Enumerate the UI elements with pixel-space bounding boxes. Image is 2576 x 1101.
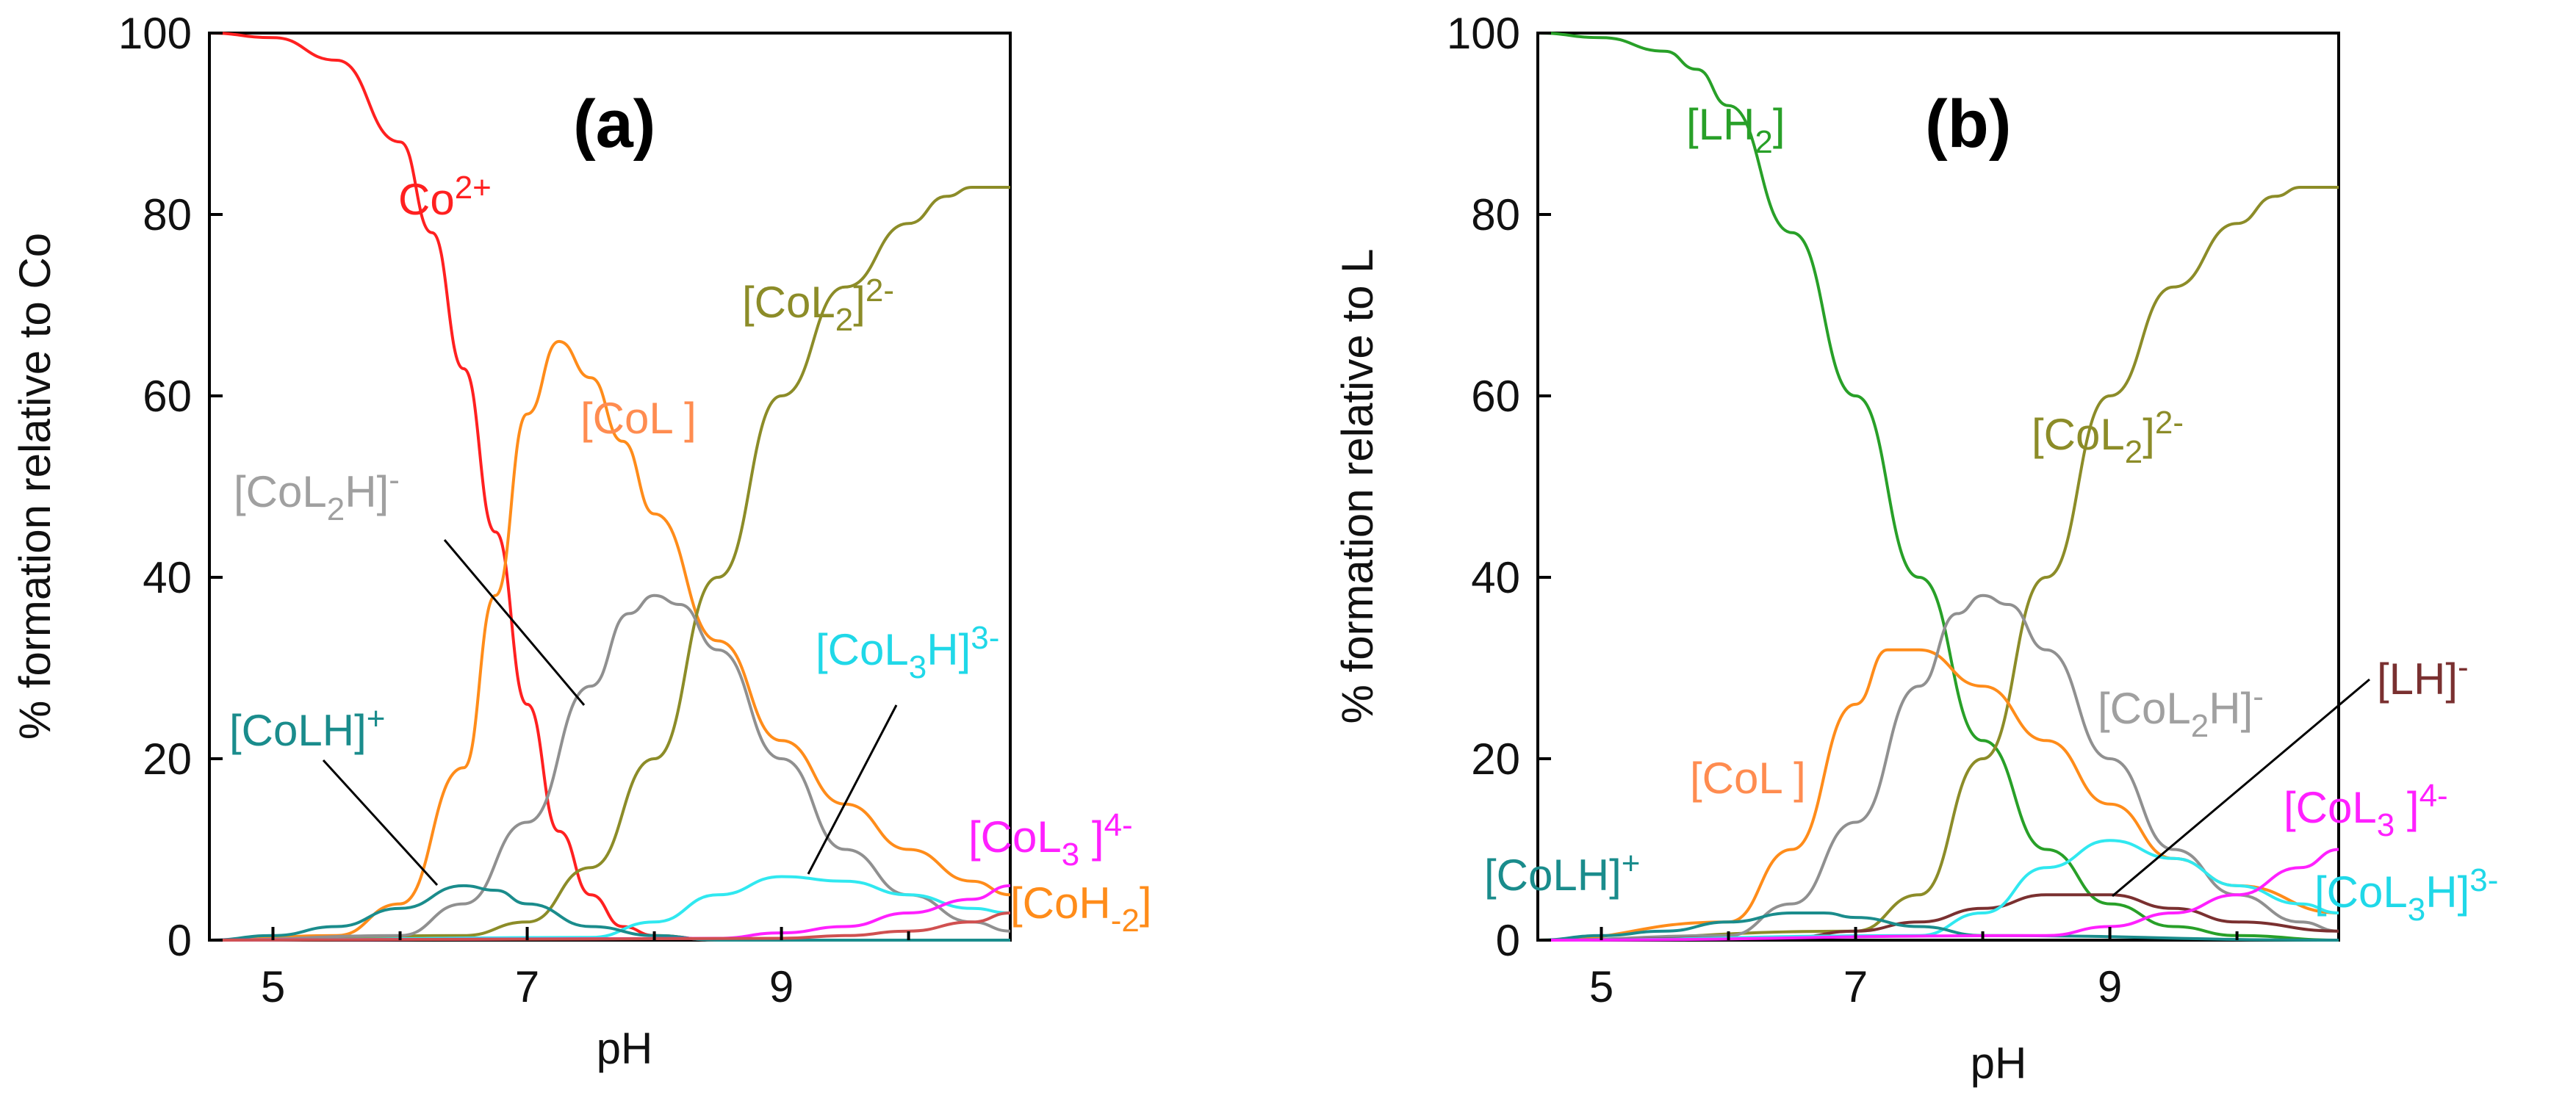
y-tick-label-0-b: 0 [1496, 916, 1520, 965]
leader-lh-b [2112, 678, 2370, 898]
series-line-colh-a [209, 884, 1010, 942]
curves-b [1537, 32, 2339, 942]
series-line-col2-2-b [1537, 186, 2339, 942]
label-col2-a: [CoL2]2- [742, 272, 894, 338]
label-co2-a: Co2+ [398, 170, 492, 224]
x-tick-label-5-a: 5 [261, 962, 285, 1011]
series-line-col3h-3-b [1537, 839, 2339, 942]
label-lh-b: [LH]- [2377, 649, 2469, 704]
series-line-col2-2-a [209, 186, 1010, 942]
leader-colh-a [322, 759, 439, 887]
x-tick-label-9-b: 9 [2098, 962, 2122, 1011]
label-col3-b: [CoL3 ]4- [2284, 778, 2448, 843]
label-col-b: [CoL ] [1690, 754, 1806, 803]
y-tick-label-100-b: 100 [1447, 9, 1520, 58]
axes-b: 0 20 40 60 80 100 5 7 9 [1447, 9, 2239, 1011]
curves-a [209, 32, 1011, 942]
series-line-lh2-b [1537, 32, 2339, 942]
x-tick-label-5-b: 5 [1589, 962, 1613, 1011]
series-line-col3-4-b [1537, 848, 2339, 942]
panel-tag-a: (a) [573, 87, 655, 162]
x-axis-label-a: pH [597, 1024, 653, 1073]
label-col2h-a: [CoL2H]- [234, 462, 400, 527]
y-axis-label-a: % formation relative to Co [10, 233, 60, 740]
x-tick-label-7-b: 7 [1843, 962, 1868, 1011]
leader-col2h-a [443, 539, 586, 706]
y-axis-label-b: % formation relative to L [1333, 249, 1382, 724]
label-lh2-b: [LH2] [1686, 100, 1785, 160]
chart-panel-b: 0 20 40 60 80 100 5 7 9 % formation relative to … [1333, 9, 2498, 1088]
y-tick-label-20-a: 20 [143, 734, 192, 784]
axes-a: 0 20 40 60 80 100 5 7 9 [118, 9, 910, 1011]
y-tick-label-40-b: 40 [1471, 553, 1520, 602]
chart-panel-a: 0 20 40 60 80 100 5 7 9 % formation relative to … [10, 9, 1152, 1073]
label-coh2-a: [CoH-2] [1010, 878, 1152, 939]
label-col-a: [CoL ] [580, 394, 697, 443]
y-tick-label-100-a: 100 [118, 9, 192, 58]
y-tick-label-0-a: 0 [168, 916, 192, 965]
y-tick-label-80-a: 80 [143, 190, 192, 239]
panel-tag-b: (b) [1925, 87, 2011, 162]
plot-area-b [1536, 32, 2340, 942]
plot-area-a [208, 32, 1012, 942]
leader-col3h-a [807, 704, 898, 875]
label-colh-b: [CoLH]+ [1484, 845, 1640, 900]
label-col2-b: [CoL2]2- [2032, 405, 2184, 470]
x-tick-label-9-a: 9 [769, 962, 794, 1011]
x-tick-label-7-a: 7 [515, 962, 539, 1011]
series-line-coh-2-a [209, 912, 1011, 942]
label-col3-a: [CoL3 ]4- [968, 807, 1133, 873]
y-tick-label-80-b: 80 [1471, 190, 1520, 239]
series-line-colh-b [1537, 911, 2339, 942]
y-tick-label-60-b: 60 [1471, 372, 1520, 421]
label-col3h-a: [CoL3H]3- [816, 620, 999, 685]
y-tick-label-20-b: 20 [1471, 734, 1520, 784]
label-col2h-b: [CoL2H]- [2098, 679, 2264, 744]
series-line-col2h-a [209, 593, 1011, 942]
label-colh-a: [CoLH]+ [229, 701, 385, 755]
label-col3h-b: [CoL3H]3- [2314, 862, 2498, 928]
series-line-col2h-b [1537, 593, 2339, 942]
y-tick-label-40-a: 40 [143, 553, 192, 602]
y-tick-label-60-a: 60 [143, 372, 192, 421]
series-line-co2-a [209, 32, 1010, 942]
x-axis-label-b: pH [1971, 1039, 2027, 1088]
